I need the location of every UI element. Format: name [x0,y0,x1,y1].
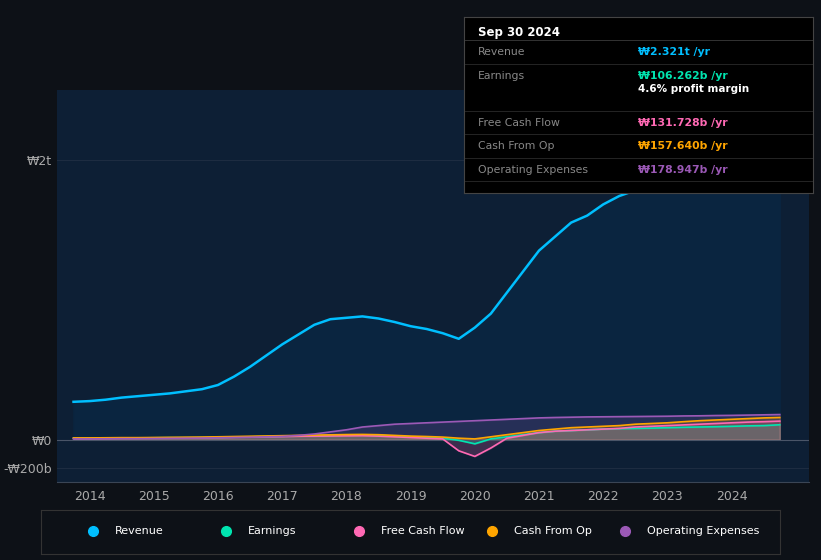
Text: 4.6% profit margin: 4.6% profit margin [639,83,750,94]
Text: Earnings: Earnings [478,71,525,81]
Text: ₩2.321t /yr: ₩2.321t /yr [639,47,710,57]
Text: Cash From Op: Cash From Op [514,526,592,536]
Text: ₩178.947b /yr: ₩178.947b /yr [639,165,728,175]
Text: Sep 30 2024: Sep 30 2024 [478,26,560,39]
Text: Operating Expenses: Operating Expenses [478,165,588,175]
Text: Cash From Op: Cash From Op [478,141,554,151]
Text: Free Cash Flow: Free Cash Flow [381,526,465,536]
Text: Free Cash Flow: Free Cash Flow [478,118,560,128]
Text: ₩157.640b /yr: ₩157.640b /yr [639,141,728,151]
Text: ₩131.728b /yr: ₩131.728b /yr [639,118,728,128]
Text: ₩106.262b /yr: ₩106.262b /yr [639,71,728,81]
Text: Operating Expenses: Operating Expenses [647,526,759,536]
Text: Earnings: Earnings [248,526,296,536]
Text: Revenue: Revenue [478,47,525,57]
Text: Revenue: Revenue [115,526,163,536]
